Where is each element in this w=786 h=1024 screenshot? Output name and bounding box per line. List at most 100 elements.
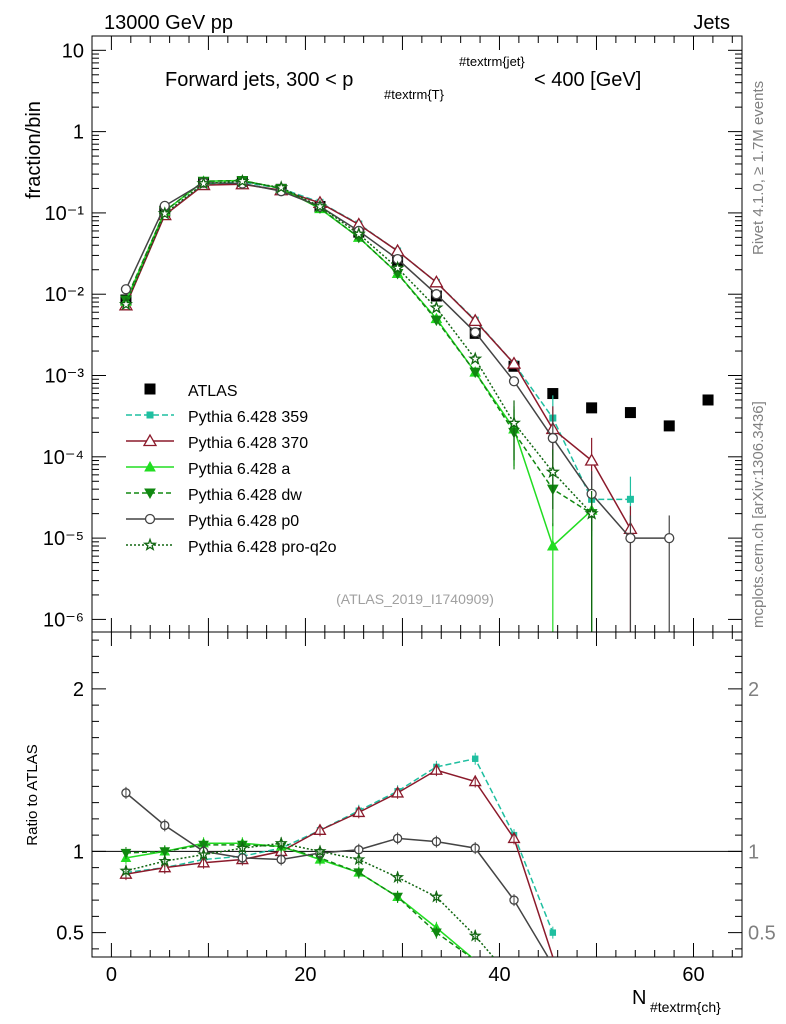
ratio-ytick-label-right: 0.5 bbox=[748, 923, 776, 945]
legend-label: Pythia 6.428 359 bbox=[188, 409, 308, 426]
title-pre: Forward jets, 300 < p bbox=[165, 69, 353, 91]
ratio-line bbox=[125, 844, 472, 957]
ratio-series-pythia-6-428-a bbox=[120, 837, 473, 957]
series-line bbox=[125, 183, 632, 530]
ratio-xtick-label: 40 bbox=[488, 964, 510, 986]
data-point bbox=[431, 289, 442, 300]
legend-marker bbox=[144, 513, 156, 525]
legend-entry: Pythia 6.428 dw bbox=[126, 487, 302, 504]
series-line bbox=[125, 181, 670, 539]
data-point bbox=[663, 420, 675, 432]
legend-label: Pythia 6.428 p0 bbox=[188, 513, 299, 530]
title-sup: #textrm{jet} bbox=[459, 54, 525, 69]
main-ytick-label: 10⁻⁶ bbox=[43, 609, 84, 631]
ratio-series-group bbox=[119, 752, 557, 957]
analysis-watermark: (ATLAS_2019_I1740909) bbox=[336, 591, 494, 607]
series-pythia-6-428-370 bbox=[118, 176, 638, 632]
main-ytick-label: 10⁻¹ bbox=[45, 203, 85, 225]
header-left: 13000 GeV pp bbox=[104, 12, 233, 34]
series-pythia-6-428-dw bbox=[120, 176, 598, 632]
legend-entry: Pythia 6.428 359 bbox=[126, 409, 308, 426]
series-pythia-6-428-359 bbox=[122, 178, 634, 537]
ratio-line bbox=[125, 842, 473, 957]
data-point bbox=[235, 173, 250, 188]
rivet-version-label: Rivet 4.1.0, ≥ 1.7M events bbox=[750, 81, 767, 255]
ratio-ytick-label-right: 1 bbox=[748, 841, 759, 863]
ratio-ytick-label: 1 bbox=[73, 841, 84, 863]
data-point bbox=[624, 407, 636, 419]
ratio-xtick-label: 60 bbox=[682, 964, 704, 986]
legend-entry: Pythia 6.428 a bbox=[126, 460, 290, 478]
data-point bbox=[468, 313, 483, 327]
legend-label: Pythia 6.428 dw bbox=[188, 487, 302, 504]
ratio-series-pythia-6-428-pro-q2o bbox=[119, 836, 495, 957]
header-right: Jets bbox=[693, 12, 730, 34]
ratio-frame bbox=[91, 631, 743, 958]
x-axis-label: N #textrm{ch} bbox=[632, 987, 721, 1015]
legend-entry: Pythia 6.428 pro-q2o bbox=[126, 537, 337, 556]
xlabel-main: N bbox=[632, 987, 646, 1009]
legend-marker bbox=[144, 488, 156, 500]
series-pythia-6-428-pro-q2o bbox=[118, 173, 599, 632]
data-point bbox=[429, 275, 444, 288]
ratio-series-pythia-6-428-370 bbox=[119, 763, 554, 957]
main-ylabel: fraction/bin bbox=[23, 101, 45, 199]
data-point bbox=[586, 402, 598, 414]
main-ytick-label: 10⁻² bbox=[45, 284, 85, 306]
data-point bbox=[547, 432, 558, 444]
title-sub: #textrm{T} bbox=[384, 87, 445, 102]
ratio-line bbox=[125, 769, 554, 957]
title-post: < 400 [GeV] bbox=[534, 69, 641, 91]
legend-marker bbox=[142, 433, 158, 447]
legend-label: Pythia 6.428 a bbox=[188, 461, 290, 478]
data-point bbox=[508, 376, 520, 387]
data-point bbox=[546, 539, 559, 551]
data-point bbox=[390, 260, 405, 275]
data-point bbox=[313, 199, 328, 213]
data-point bbox=[429, 300, 444, 314]
legend-entry: Pythia 6.428 370 bbox=[126, 433, 308, 452]
data-point bbox=[664, 532, 675, 544]
main-ytick-label: 10⁻⁵ bbox=[43, 528, 84, 550]
data-point bbox=[351, 226, 366, 241]
legend-label: ATLAS bbox=[188, 383, 238, 400]
data-point bbox=[196, 176, 211, 190]
data-point bbox=[157, 206, 172, 220]
data-point bbox=[584, 453, 599, 466]
legend-entry: ATLAS bbox=[144, 383, 238, 400]
main-ytick-label: 10⁻³ bbox=[45, 366, 85, 388]
ratio-xtick-label: 0 bbox=[106, 964, 117, 986]
data-point bbox=[625, 532, 636, 544]
data-point bbox=[506, 356, 522, 369]
mcplots-label: mcplots.cern.ch [arXiv:1306.3436] bbox=[750, 401, 767, 628]
xlabel-sub: #textrm{ch} bbox=[650, 999, 721, 1015]
main-plot: 10 1 10⁻¹ 10⁻² 10⁻³ 10⁻⁴ 10⁻⁵ 10⁻⁶ bbox=[43, 35, 743, 633]
main-ytick-label: 10⁻⁴ bbox=[43, 447, 84, 469]
main-ytick-label: 10 bbox=[62, 40, 84, 62]
legend-marker bbox=[142, 537, 158, 551]
ratio-ylabel: Ratio to ATLAS bbox=[24, 744, 41, 845]
legend-marker bbox=[144, 383, 156, 395]
ratio-xtick-label: 20 bbox=[294, 964, 316, 986]
legend-label: Pythia 6.428 pro-q2o bbox=[188, 539, 337, 556]
legend-marker bbox=[146, 411, 154, 419]
data-point bbox=[468, 351, 483, 365]
ratio-ytick-label-right: 2 bbox=[748, 679, 759, 701]
data-point bbox=[469, 367, 482, 379]
data-point bbox=[274, 180, 289, 194]
data-point bbox=[430, 315, 443, 327]
data-point bbox=[506, 415, 521, 430]
series-pythia-6-428-a bbox=[120, 174, 598, 632]
ratio-ytick-label: 2 bbox=[73, 679, 84, 701]
data-point bbox=[702, 394, 714, 406]
data-point bbox=[545, 464, 560, 479]
data-point bbox=[118, 297, 133, 311]
data-point bbox=[120, 284, 132, 295]
data-point bbox=[626, 495, 634, 503]
legend-entry: Pythia 6.428 p0 bbox=[126, 513, 299, 530]
main-title: Forward jets, 300 < p #textrm{T} #textrm… bbox=[165, 54, 641, 102]
data-point bbox=[584, 506, 599, 520]
main-ytick-label: 1 bbox=[73, 122, 84, 144]
ratio-series-pythia-6-428-p0 bbox=[121, 786, 549, 957]
